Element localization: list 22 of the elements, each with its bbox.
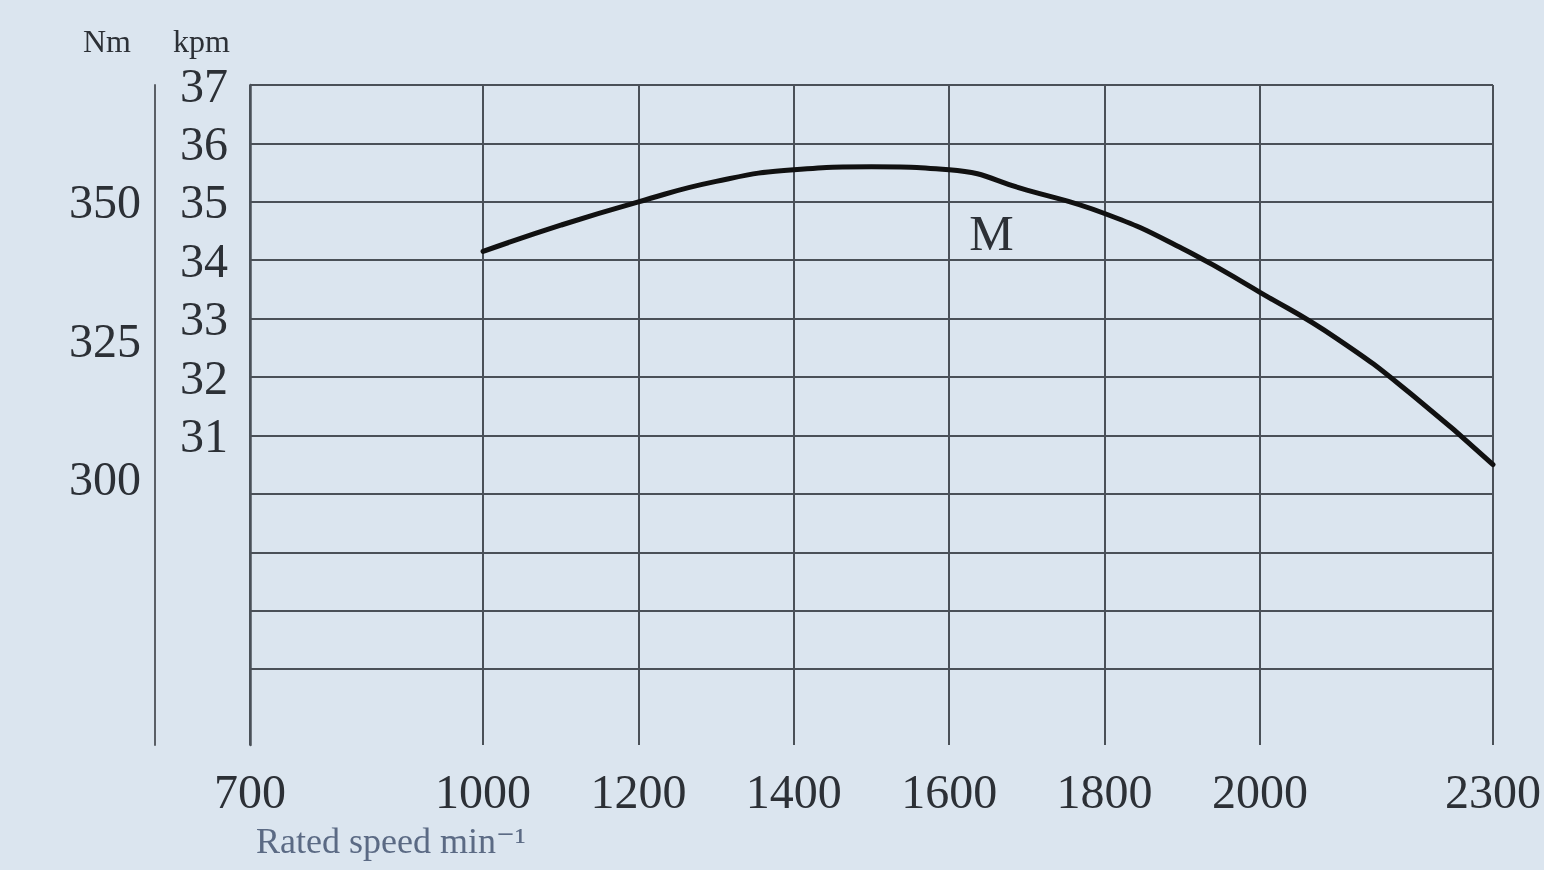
y-axis-title: kpm — [173, 23, 231, 59]
y-tick-label: 37 — [180, 58, 228, 112]
y2-tick-label: 300 — [69, 452, 141, 506]
y-tick-label: 34 — [180, 233, 228, 287]
x-tick-label: 2300 — [1445, 764, 1541, 818]
y2-tick-label: 325 — [69, 313, 141, 367]
x-tick-label: 1200 — [590, 764, 687, 818]
x-tick-label: 700 — [214, 764, 286, 818]
y-tick-label: 36 — [180, 116, 228, 170]
y2-tick-label: 350 — [69, 174, 141, 228]
x-tick-label: 1600 — [901, 764, 998, 818]
y-tick-label: 32 — [180, 350, 228, 404]
series-label: M — [969, 204, 1014, 261]
x-tick-label: 1400 — [745, 764, 842, 818]
x-axis-title: Rated speed min⁻¹ — [256, 821, 526, 861]
y-tick-label: 33 — [180, 292, 228, 346]
y-tick-label: 35 — [180, 175, 228, 229]
y-tick-label: 31 — [180, 408, 228, 462]
x-tick-label: 2000 — [1211, 764, 1308, 818]
x-tick-label: 1000 — [435, 764, 532, 818]
y2-axis-title: Nm — [83, 23, 132, 59]
x-tick-label: 1800 — [1056, 764, 1153, 818]
